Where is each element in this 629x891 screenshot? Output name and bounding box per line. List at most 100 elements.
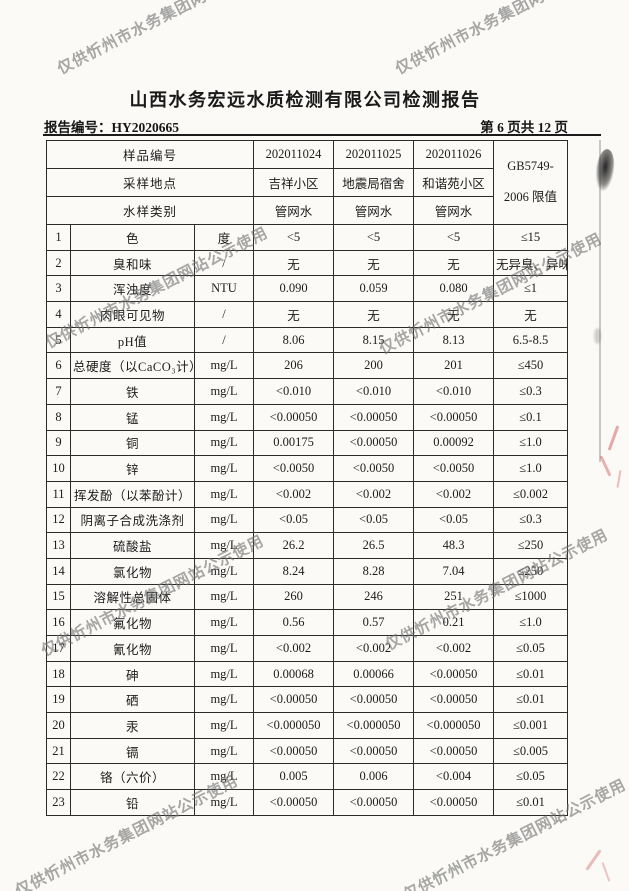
table-row: 21 镉 mg/L <0.00050 <0.00050 <0.00050 ≤0.… bbox=[46, 737, 568, 765]
unit: / bbox=[194, 249, 254, 277]
sample2-value: 26.5 bbox=[333, 532, 414, 559]
sample1-value: <0.010 bbox=[253, 378, 334, 405]
sample2-value: 8.15 bbox=[333, 326, 414, 354]
limit-value: ≤0.1 bbox=[493, 403, 568, 431]
sample3-value: <0.000050 bbox=[413, 712, 494, 739]
limit-header-line1: GB5749- bbox=[507, 159, 554, 173]
sample2-value: 0.059 bbox=[333, 275, 414, 303]
limit-value: ≤1.0 bbox=[493, 455, 568, 482]
header-row-sample-no: 样品编号 202011024 202011025 202011026 GB574… bbox=[46, 140, 568, 225]
item-name: 硒 bbox=[70, 686, 195, 714]
row-number: 9 bbox=[46, 429, 71, 457]
sample3-value: <0.05 bbox=[413, 506, 494, 534]
sample1-value: 0.00175 bbox=[253, 429, 334, 457]
sample1-value: <0.0050 bbox=[253, 455, 334, 482]
unit: mg/L bbox=[194, 532, 254, 559]
table-body: 1 色 度 <5 <5 <5 ≤15 2 臭和味 / 无 无 无 无异臭、异味 … bbox=[46, 224, 568, 816]
table-row: 22 铬（六价） mg/L 0.005 0.006 <0.004 ≤0.05 bbox=[46, 763, 568, 791]
unit: mg/L bbox=[194, 352, 254, 380]
sample-no-label: 样品编号 bbox=[46, 140, 254, 169]
sample3-value: <0.004 bbox=[413, 763, 494, 791]
item-name: 砷 bbox=[70, 660, 195, 688]
unit: mg/L bbox=[194, 763, 254, 791]
row-number: 2 bbox=[46, 249, 71, 277]
table-row: 7 铁 mg/L <0.010 <0.010 <0.010 ≤0.3 bbox=[46, 378, 568, 405]
sample2-value: <0.002 bbox=[333, 480, 414, 508]
sample3-value: 48.3 bbox=[413, 532, 494, 559]
row-number: 19 bbox=[46, 686, 71, 714]
item-name: 铅 bbox=[70, 789, 195, 816]
unit: mg/L bbox=[194, 737, 254, 765]
unit: mg/L bbox=[194, 429, 254, 457]
unit: mg/L bbox=[194, 455, 254, 482]
row-number: 12 bbox=[46, 506, 71, 534]
sample2-value: 8.28 bbox=[333, 557, 414, 585]
sample-no-2: 202011025 bbox=[333, 140, 414, 169]
sample3-value: <0.00050 bbox=[413, 737, 494, 765]
sample3-value: 0.21 bbox=[413, 609, 494, 636]
item-name: 锰 bbox=[70, 403, 195, 431]
table-row: 1 色 度 <5 <5 <5 ≤15 bbox=[46, 224, 568, 251]
table-row: 15 溶解性总固体 mg/L 260 246 251 ≤1000 bbox=[46, 583, 568, 611]
limit-value: ≤0.01 bbox=[493, 686, 568, 714]
red-mark-artifact bbox=[601, 862, 611, 882]
row-number: 4 bbox=[46, 301, 71, 328]
row-number: 15 bbox=[46, 583, 71, 611]
unit: mg/L bbox=[194, 635, 254, 662]
sample1-value: 0.090 bbox=[253, 275, 334, 303]
row-number: 22 bbox=[46, 763, 71, 791]
sample-no-1: 202011024 bbox=[253, 140, 334, 169]
table-row: 2 臭和味 / 无 无 无 无异臭、异味 bbox=[46, 249, 568, 277]
sample1-value: 0.56 bbox=[253, 609, 334, 636]
item-name: 镉 bbox=[70, 737, 195, 765]
sample3-value: 201 bbox=[413, 352, 494, 380]
sample2-value: <0.00050 bbox=[333, 789, 414, 816]
sample2-value: <0.000050 bbox=[333, 712, 414, 739]
sample1-value: <0.00050 bbox=[253, 403, 334, 431]
row-number: 6 bbox=[46, 352, 71, 380]
limit-value: ≤15 bbox=[493, 224, 568, 251]
table-row: 16 氟化物 mg/L 0.56 0.57 0.21 ≤1.0 bbox=[46, 609, 568, 636]
sample1-value: 0.005 bbox=[253, 763, 334, 791]
sample3-value: <0.010 bbox=[413, 378, 494, 405]
row-number: 8 bbox=[46, 403, 71, 431]
table-row: 13 硫酸盐 mg/L 26.2 26.5 48.3 ≤250 bbox=[46, 532, 568, 559]
report-number: 报告编号：HY2020665 bbox=[44, 120, 179, 135]
item-name: 总硬度（以CaCO₃计） bbox=[70, 352, 195, 380]
sample2-value: 0.006 bbox=[333, 763, 414, 791]
row-number: 13 bbox=[46, 532, 71, 559]
limit-value: ≤0.001 bbox=[493, 712, 568, 739]
header-row-location: 采样地点 吉祥小区 地震局宿舍 和谐苑小区 bbox=[46, 168, 568, 197]
watermark-text: 仅供忻州市水务集团网站公示使用 bbox=[392, 0, 622, 78]
sample1-value: <0.00050 bbox=[253, 737, 334, 765]
table-header: 样品编号 202011024 202011025 202011026 GB574… bbox=[46, 140, 568, 225]
red-mark-artifact bbox=[616, 469, 622, 489]
row-number: 1 bbox=[46, 224, 71, 251]
unit: mg/L bbox=[194, 712, 254, 739]
table-row: 3 浑浊度 NTU 0.090 0.059 0.080 ≤1 bbox=[46, 275, 568, 303]
sample1-value: 无 bbox=[253, 249, 334, 277]
ink-blob-artifact bbox=[593, 148, 617, 192]
smudge-artifact bbox=[594, 328, 601, 344]
sample2-value: <5 bbox=[333, 224, 414, 251]
sample1-value: 无 bbox=[253, 301, 334, 328]
table-row: 10 锌 mg/L <0.0050 <0.0050 <0.0050 ≤1.0 bbox=[46, 455, 568, 482]
limit-value: ≤0.01 bbox=[493, 789, 568, 816]
table-row: 4 肉眼可见物 / 无 无 无 无 bbox=[46, 301, 568, 328]
sample3-value: <0.002 bbox=[413, 480, 494, 508]
unit: mg/L bbox=[194, 686, 254, 714]
row-number: 11 bbox=[46, 480, 71, 508]
location-2: 地震局宿舍 bbox=[333, 168, 414, 197]
limit-value: ≤450 bbox=[493, 352, 568, 380]
report-meta: 报告编号：HY2020665 第 6 页共 12 页 bbox=[44, 116, 568, 136]
unit: 度 bbox=[194, 224, 254, 251]
sample1-value: 8.24 bbox=[253, 557, 334, 585]
table-row: 23 铅 mg/L <0.00050 <0.00050 <0.00050 ≤0.… bbox=[46, 789, 568, 816]
item-name: pH值 bbox=[70, 326, 195, 354]
red-mark-artifact bbox=[585, 849, 602, 871]
red-mark-artifact bbox=[599, 455, 612, 477]
row-number: 7 bbox=[46, 378, 71, 405]
header-rule bbox=[43, 134, 601, 136]
sample3-value: <0.00050 bbox=[413, 789, 494, 816]
table-row: 17 氰化物 mg/L <0.002 <0.002 <0.002 ≤0.05 bbox=[46, 635, 568, 662]
